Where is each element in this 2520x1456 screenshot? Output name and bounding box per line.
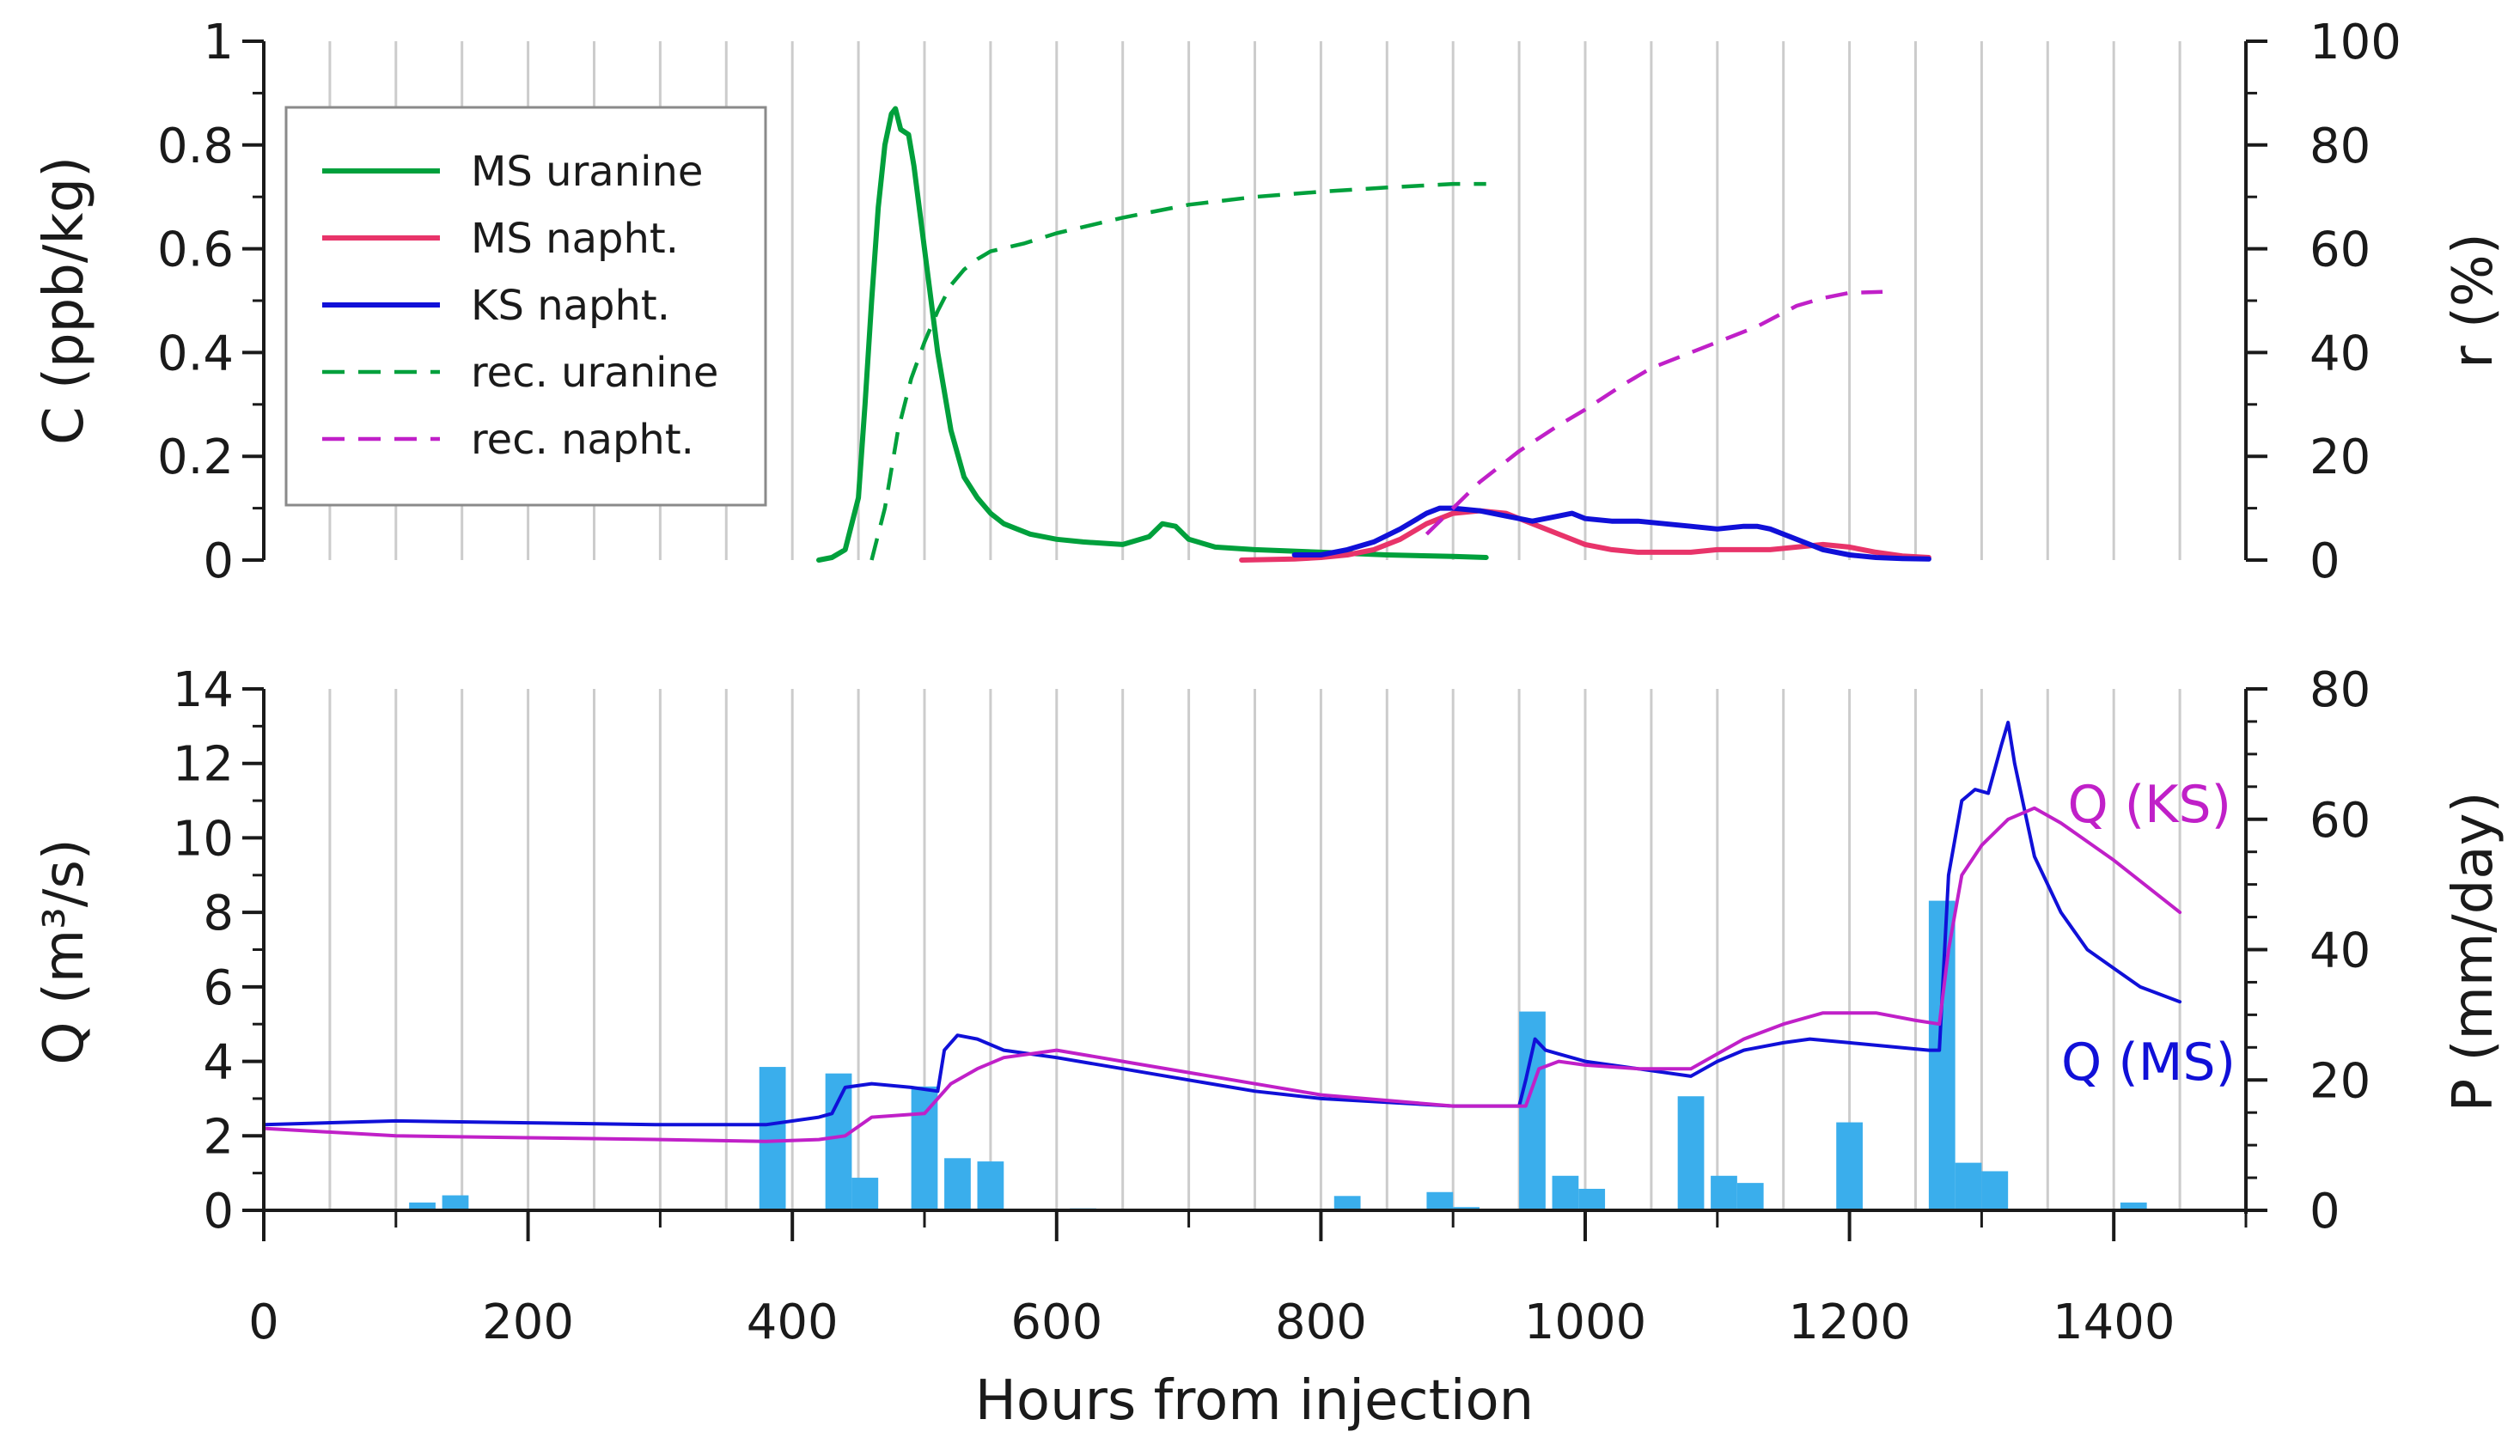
legend-label-ms-napht: MS napht. — [471, 215, 679, 263]
series-line-ms-uranine — [816, 106, 1489, 563]
x-ticks: 0 200 400 600 800 1000 1200 1400 — [248, 1210, 2248, 1350]
y-tick-label: 1 — [203, 15, 234, 70]
x-tick-label: 1000 — [1524, 1295, 1647, 1350]
y2-tick-label: 60 — [2309, 222, 2371, 278]
series-line-rec-uranine — [869, 181, 1486, 561]
series-line-q-ks — [262, 806, 2182, 1143]
y-tick-label: 2 — [203, 1109, 234, 1165]
y2-tick-label: 40 — [2309, 326, 2371, 381]
top-lines — [816, 106, 1931, 563]
precipitation-bar — [1333, 1196, 1361, 1210]
precipitation-bar — [851, 1178, 879, 1210]
precipitation-bar — [1552, 1175, 1579, 1210]
bottom-lines — [262, 721, 2182, 1143]
y2-tick-label: 80 — [2309, 662, 2371, 718]
annotation-q-ms: Q (MS) — [2061, 1033, 2236, 1093]
y-tick-label: 0.4 — [157, 326, 234, 381]
y-tick-label: 4 — [203, 1035, 234, 1091]
y-tick-label: 8 — [203, 886, 234, 941]
y-tick-label: 14 — [173, 662, 234, 718]
y2-tick-label: 20 — [2309, 1053, 2371, 1109]
y-tick-label: 0.6 — [157, 222, 234, 278]
y-tick-label: 0 — [203, 1184, 234, 1240]
y2-tick-label: 60 — [2309, 793, 2371, 849]
top-right-ticks: 0 20 40 60 80 100 — [2246, 15, 2401, 589]
series-line-ks-napht — [1291, 505, 1931, 562]
top-left-axis-title: C (ppb/kg) — [33, 156, 96, 445]
precipitation-bar — [2120, 1202, 2147, 1210]
bottom-right-axis-title: P (mm/day) — [2442, 792, 2505, 1112]
y2-tick-label: 40 — [2309, 923, 2371, 979]
series-line-q-ms — [262, 721, 2182, 1127]
x-tick-label: 600 — [1010, 1295, 1102, 1350]
y2-tick-label: 0 — [2309, 533, 2340, 589]
top-panel: 0 0.2 0.4 0.6 0.8 1 0 20 40 60 80 100 C (ppb/kg) r… — [33, 15, 2505, 589]
precipitation-bar — [409, 1202, 436, 1210]
bottom-panel: 0 2 4 6 8 10 12 14 0 20 40 60 80 0 200 400 600 800 1000 1… — [33, 662, 2505, 1433]
y-tick-label: 0 — [203, 533, 234, 589]
y2-tick-label: 80 — [2309, 119, 2371, 174]
precipitation-bar — [1928, 900, 1956, 1210]
legend: MS uranine MS napht. KS napht. rec. uran… — [284, 106, 767, 507]
bottom-left-ticks: 0 2 4 6 8 10 12 14 — [173, 662, 264, 1240]
top-right-axis-title: r (%) — [2442, 233, 2505, 368]
y-tick-label: 6 — [203, 960, 234, 1016]
bottom-grid — [328, 689, 2181, 1210]
precipitation-bar — [1519, 1011, 1546, 1210]
annotation-q-ks: Q (KS) — [2067, 775, 2231, 835]
precipitation-bar — [1836, 1122, 1863, 1210]
precipitation-bar — [759, 1067, 786, 1210]
precipitation-bar — [825, 1073, 852, 1210]
x-axis-title: Hours from injection — [975, 1369, 1534, 1433]
y-tick-label: 0.8 — [157, 119, 234, 174]
bottom-right-ticks: 0 20 40 60 80 — [2246, 662, 2371, 1240]
y2-tick-label: 0 — [2309, 1184, 2340, 1240]
x-tick-label: 400 — [747, 1295, 839, 1350]
x-tick-label: 800 — [1275, 1295, 1367, 1350]
legend-label-ks-napht: KS napht. — [471, 282, 670, 330]
x-tick-label: 200 — [482, 1295, 574, 1350]
x-tick-label: 0 — [248, 1295, 279, 1350]
x-tick-label: 1200 — [1788, 1295, 1911, 1350]
precipitation-bar — [944, 1158, 971, 1210]
precipitation-bar — [442, 1195, 469, 1210]
precipitation-bar — [911, 1086, 938, 1210]
precipitation-bar — [1981, 1171, 2009, 1210]
bottom-left-axis-title: Q (m³/s) — [33, 838, 96, 1065]
series-line-rec-napht — [1425, 289, 1883, 536]
precipitation-bar — [1426, 1191, 1454, 1210]
legend-label-ms-uranine: MS uranine — [471, 148, 703, 196]
y-tick-label: 0.2 — [157, 429, 234, 485]
precipitation-bar — [1578, 1188, 1606, 1210]
precipitation-bar — [1711, 1175, 1737, 1210]
x-tick-label: 1400 — [2053, 1295, 2175, 1350]
y-tick-label: 12 — [173, 737, 234, 793]
y2-tick-label: 100 — [2309, 15, 2401, 70]
y2-tick-label: 20 — [2309, 429, 2371, 485]
legend-label-rec-uranine: rec. uranine — [471, 349, 718, 397]
y-tick-label: 10 — [173, 811, 234, 867]
precipitation-bar — [1736, 1183, 1764, 1210]
precipitation-bar — [1955, 1162, 1982, 1210]
precipitation-bar — [1677, 1096, 1705, 1210]
legend-label-rec-napht: rec. napht. — [471, 416, 694, 464]
precipitation-bar — [977, 1161, 1004, 1210]
top-left-ticks: 0 0.2 0.4 0.6 0.8 1 — [157, 15, 264, 589]
